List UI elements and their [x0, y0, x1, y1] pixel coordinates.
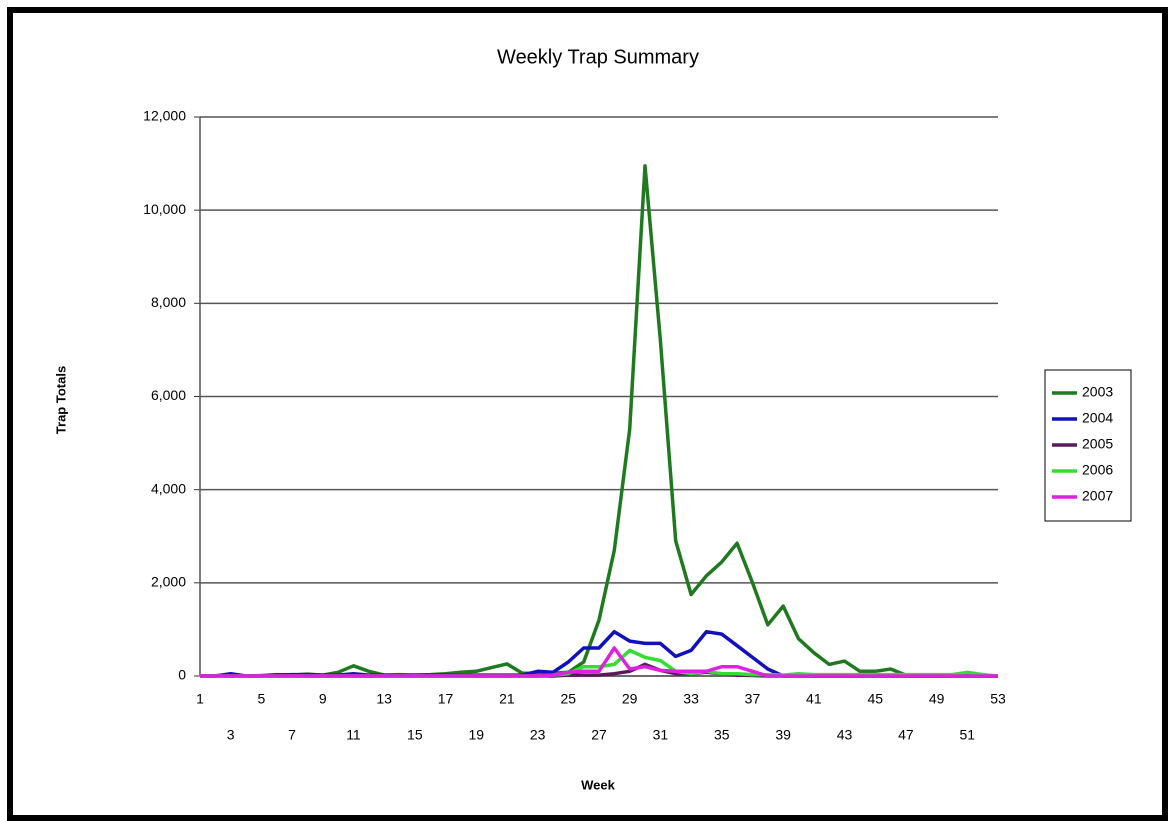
- y-tick-label: 8,000: [151, 294, 186, 310]
- x-tick-label: 11: [346, 727, 361, 743]
- y-tick-label: 0: [178, 667, 186, 683]
- x-tick-label: 35: [714, 727, 730, 743]
- series-line: [200, 646, 998, 678]
- x-tick-label: 49: [929, 691, 945, 707]
- x-tick-label: 39: [775, 727, 791, 743]
- x-tick-label: 9: [319, 691, 327, 707]
- x-tick-label: 25: [561, 691, 577, 707]
- x-tick-label: 29: [622, 691, 638, 707]
- y-tick-label: 2,000: [151, 574, 186, 590]
- series-line: [200, 164, 999, 678]
- x-tick-label: 43: [837, 727, 853, 743]
- x-tick-label: 51: [960, 727, 976, 743]
- x-tick-label: 37: [745, 691, 761, 707]
- y-tick-label: 6,000: [151, 387, 186, 403]
- x-tick-label: 15: [407, 727, 423, 743]
- legend-label: 2005: [1082, 436, 1113, 452]
- x-tick-label: 41: [806, 691, 822, 707]
- x-tick-label: 31: [653, 727, 669, 743]
- x-tick-label: 17: [438, 691, 454, 707]
- x-tick-label: 21: [499, 691, 515, 707]
- x-tick-label: 23: [530, 727, 546, 743]
- legend-label: 2003: [1082, 384, 1113, 400]
- x-tick-label: 27: [591, 727, 607, 743]
- x-tick-label: 53: [990, 691, 1006, 707]
- x-tick-label: 5: [257, 691, 265, 707]
- y-tick-label: 12,000: [143, 108, 186, 124]
- x-tick-label: 1: [196, 691, 204, 707]
- x-tick-label: 33: [683, 691, 699, 707]
- x-tick-label: 45: [867, 691, 883, 707]
- x-axis-title: Week: [581, 777, 615, 792]
- legend-label: 2006: [1082, 462, 1113, 478]
- x-tick-label: 7: [288, 727, 296, 743]
- x-tick-label: 3: [227, 727, 235, 743]
- legend-label: 2007: [1082, 488, 1113, 504]
- x-tick-label: 47: [898, 727, 914, 743]
- x-tick-label: 13: [376, 691, 392, 707]
- x-tick-label: 19: [468, 727, 484, 743]
- chart-title: Weekly Trap Summary: [497, 46, 699, 68]
- frame: [7, 7, 1168, 821]
- y-tick-label: 4,000: [151, 480, 186, 496]
- legend-label: 2004: [1082, 410, 1113, 426]
- y-tick-label: 10,000: [143, 201, 186, 217]
- y-axis-title: Trap Totals: [53, 366, 68, 434]
